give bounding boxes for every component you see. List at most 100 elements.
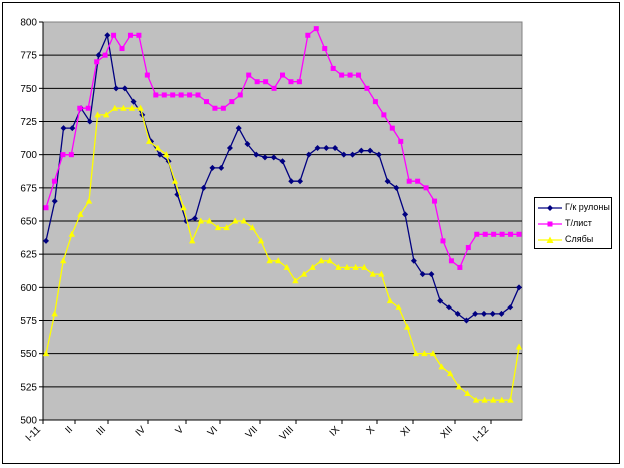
data-point xyxy=(340,151,347,158)
data-point xyxy=(393,184,400,191)
data-point xyxy=(128,104,136,111)
data-point xyxy=(85,197,93,204)
data-point xyxy=(288,178,295,185)
data-point xyxy=(163,151,170,158)
x-tick-label: IV xyxy=(134,424,149,439)
legend-label-slabs: Слябы xyxy=(565,234,594,244)
x-axis-ticks: I-11 II III IV V VI VII VIII IX X XI XII I-12 xyxy=(24,419,522,444)
data-point xyxy=(419,271,426,278)
data-point xyxy=(226,145,233,152)
data-point xyxy=(200,184,207,191)
data-point xyxy=(153,92,159,98)
series-group xyxy=(42,26,523,403)
data-point xyxy=(381,112,387,118)
data-point xyxy=(507,396,514,403)
data-point xyxy=(309,263,316,270)
data-point xyxy=(516,284,522,291)
data-point xyxy=(491,231,497,237)
x-tick-label: XII xyxy=(439,424,455,440)
data-point xyxy=(206,217,213,224)
data-point xyxy=(428,271,435,278)
data-point xyxy=(482,231,488,237)
data-point xyxy=(146,137,153,144)
x-tick-label: X xyxy=(365,424,378,437)
data-point xyxy=(386,297,394,304)
data-point xyxy=(220,105,226,111)
series-2 xyxy=(43,26,522,270)
data-point xyxy=(51,310,58,317)
data-point xyxy=(445,304,452,311)
data-point xyxy=(60,257,67,264)
data-point xyxy=(448,258,454,264)
data-point xyxy=(313,26,319,32)
data-point xyxy=(266,257,273,264)
data-point xyxy=(254,79,260,85)
data-point xyxy=(244,141,251,148)
data-point xyxy=(389,125,395,131)
data-point xyxy=(490,396,497,403)
data-point xyxy=(77,210,84,217)
data-point xyxy=(120,104,127,111)
data-point xyxy=(237,92,243,98)
data-point xyxy=(270,154,277,161)
data-point xyxy=(60,125,67,132)
data-point xyxy=(113,85,120,92)
data-point xyxy=(271,85,277,91)
x-tick-label: IX xyxy=(328,424,343,439)
data-point xyxy=(440,238,446,244)
data-point xyxy=(415,178,421,184)
data-point xyxy=(171,177,179,184)
data-point xyxy=(86,118,93,125)
data-point xyxy=(187,92,193,98)
data-point xyxy=(209,164,216,171)
data-point xyxy=(156,151,163,158)
data-point xyxy=(85,105,91,111)
data-point xyxy=(404,323,411,330)
data-point xyxy=(279,158,286,165)
data-point xyxy=(358,147,365,154)
data-point xyxy=(472,396,480,403)
data-point xyxy=(43,205,49,211)
data-point xyxy=(68,230,75,237)
data-point xyxy=(322,46,328,52)
data-point xyxy=(438,363,445,370)
data-point xyxy=(447,370,454,377)
data-point xyxy=(352,263,359,270)
data-point xyxy=(395,303,402,310)
legend-item-hot-rolled-coils: Г/к рулоны xyxy=(537,201,611,215)
data-point xyxy=(178,92,184,98)
data-point xyxy=(189,237,196,244)
data-point xyxy=(212,105,218,111)
y-tick-label: 775 xyxy=(20,51,37,62)
data-point xyxy=(137,104,144,111)
data-point xyxy=(474,231,480,237)
y-tick-label: 700 xyxy=(20,150,37,161)
data-point xyxy=(378,270,385,277)
data-point xyxy=(154,144,161,151)
x-tick-label: II xyxy=(63,424,75,436)
y-tick-label: 525 xyxy=(20,382,37,393)
data-point xyxy=(42,350,50,357)
data-point xyxy=(119,46,125,52)
data-point xyxy=(144,72,150,78)
x-tick-label: V xyxy=(174,424,187,437)
data-point xyxy=(330,65,336,71)
data-point xyxy=(498,396,505,403)
data-point xyxy=(455,383,462,390)
data-point xyxy=(499,231,505,237)
x-tick-label: VI xyxy=(206,424,220,438)
data-point xyxy=(481,396,488,403)
y-tick-label: 575 xyxy=(20,316,37,327)
data-point xyxy=(130,98,137,105)
legend-item-thick-plate: Т/лист xyxy=(537,217,611,231)
x-tick-label: III xyxy=(94,424,108,438)
data-point xyxy=(318,257,325,264)
data-point xyxy=(111,32,117,38)
y-tick-label: 675 xyxy=(20,183,37,194)
data-point xyxy=(170,92,176,98)
data-point xyxy=(314,145,321,152)
data-point xyxy=(516,231,522,237)
data-point xyxy=(498,310,505,317)
data-point xyxy=(364,85,370,91)
data-point xyxy=(94,111,101,118)
